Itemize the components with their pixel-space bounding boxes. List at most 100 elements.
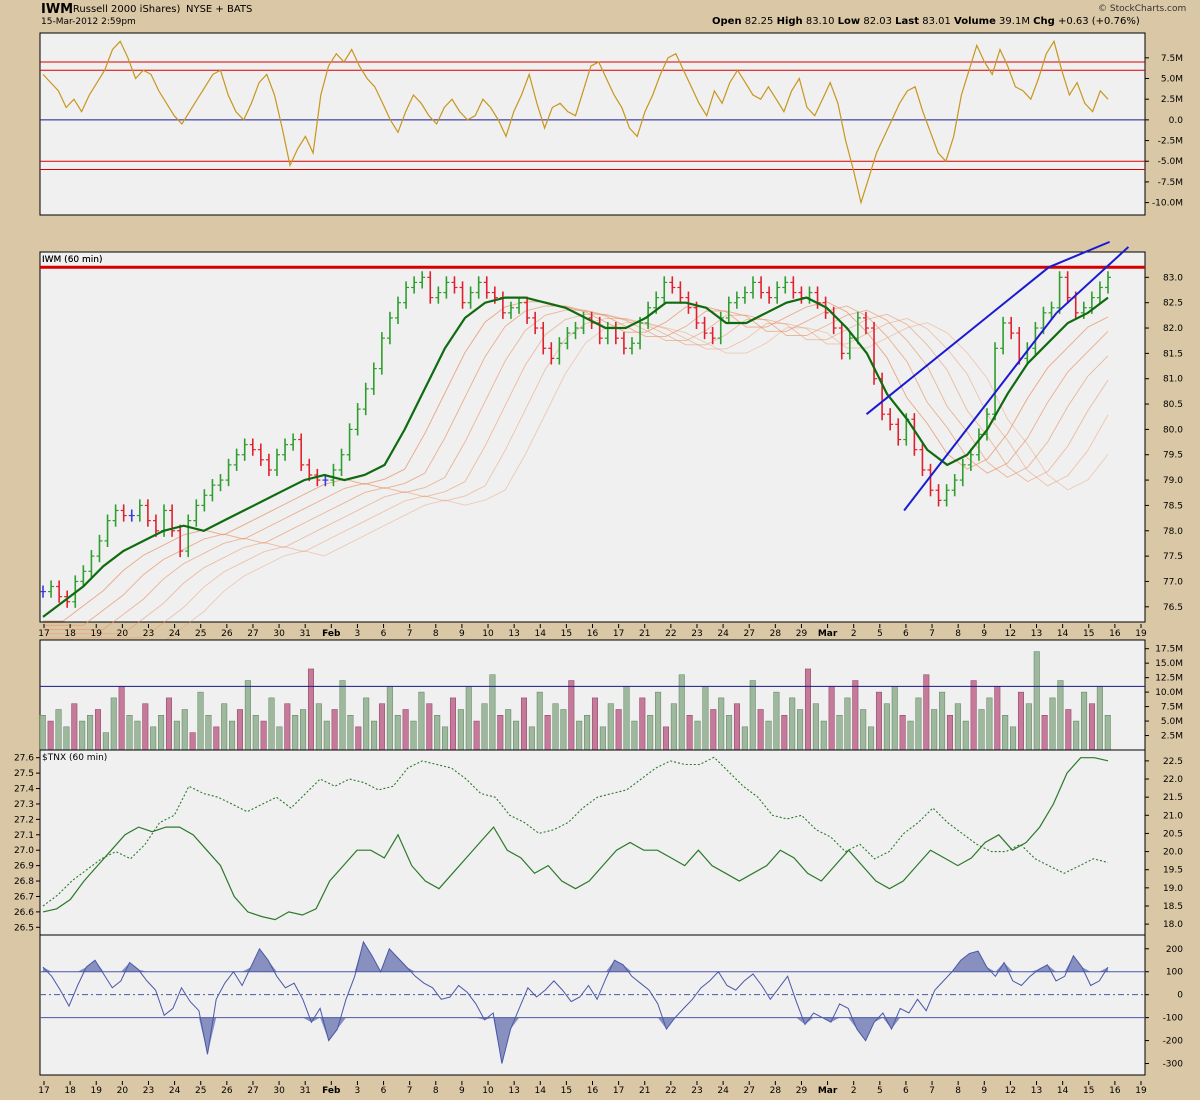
tnx-panel [39,749,1146,936]
cci-x-axis-label: 21 [639,1086,650,1096]
price-x-axis-label: 15 [1083,629,1094,639]
price-axis-tick-label: 81.5 [1163,349,1183,359]
volume-value: 39.1M [999,16,1030,27]
cci-x-axis-label: 18 [64,1086,76,1096]
volume-bar [591,697,598,751]
volume-bar [639,697,646,751]
volume-bar [994,686,1001,751]
trendline [1048,240,1111,269]
price-x-axis-label: 15 [561,629,572,639]
price-x-axis-label: 7 [929,629,935,639]
oscillator-axis-tick-label: 5.0M [1161,75,1183,85]
cci-x-axis-label: 5 [877,1086,883,1096]
volume-bar [513,720,520,751]
cci-axis-tick-label: -200 [1163,1037,1184,1047]
volume-bar [497,715,504,751]
volume-bar [189,732,196,751]
volume-bar [978,709,985,751]
cci-x-axis-label: 15 [1083,1086,1094,1096]
volume-axis-tick-label: 15.0M [1155,659,1183,669]
price-panel-title: IWM (60 min) [42,255,103,265]
volume-bar [820,720,827,751]
price-axis-tick-label: 77.0 [1163,577,1183,587]
price-x-axis-label: 14 [535,629,547,639]
volume-bar [1088,703,1095,751]
volume-bar [213,726,220,751]
ema-main-line [42,296,1109,618]
volume-bar [797,709,804,751]
tnx-left-tick-label: 27.6 [14,754,34,764]
volume-bar [1041,715,1048,751]
cci-x-axis-label: 24 [169,1086,181,1096]
cci-x-axis-label: 8 [433,1086,439,1096]
price-axis-tick-label: 77.5 [1163,552,1183,562]
chart-datetime: 15-Mar-2012 2:59pm [41,17,136,27]
tnx-left-tick-label: 27.5 [14,769,34,779]
volume-axis-tick-label: 5.0M [1161,717,1183,727]
price-x-axis-label: 3 [355,629,361,639]
tnx-left-tick-label: 26.7 [14,892,34,902]
volume-bar [694,720,701,751]
volume-bar [229,720,236,751]
volume-bar [907,720,914,751]
tnx-right-axis-tick-label: 22.0 [1163,775,1183,785]
low-label: Low [837,16,861,27]
price-x-axis-label: 20 [117,629,129,639]
volume-bar [828,686,835,751]
price-x-axis-label: 9 [981,629,987,639]
price-x-axis-label: Mar [818,629,838,639]
volume-bar [71,703,78,751]
volume-bar [94,709,101,751]
volume-bar [371,720,378,751]
cci-x-axis-label: 7 [407,1086,413,1096]
volume-bar [1057,680,1064,751]
volume-bar [584,715,591,751]
volume-bar [339,680,346,751]
volume-bar [970,680,977,751]
price-x-axis-label: 8 [433,629,439,639]
volume-bar [773,691,780,751]
volume-bar [875,691,882,751]
volume-bar [118,686,125,751]
volume-bar [331,709,338,751]
cci-x-axis-label: 15 [561,1086,572,1096]
price-x-axis-label: 13 [1031,629,1042,639]
volume-bar [1065,709,1072,751]
volume-bar [852,680,859,751]
volume-bar [883,703,890,751]
cci-x-axis-label: 28 [770,1086,782,1096]
cci-axis-tick-label: 200 [1166,945,1183,955]
price-x-axis-label: 8 [955,629,961,639]
volume-bar [615,709,622,751]
price-x-axis-label: 25 [195,629,206,639]
cci-x-axis-label: 7 [929,1086,935,1096]
cci-x-axis-label: 27 [743,1086,754,1096]
cci-x-axis-label: 2 [851,1086,857,1096]
volume-bar [718,697,725,751]
volume-bar [757,709,764,751]
ticker-name: (Russell 2000 iShares) [69,4,181,15]
tnx-right-axis-tick-label: 21.0 [1163,811,1183,821]
volume-bar [789,697,796,751]
cci-x-axis-label: 16 [587,1086,599,1096]
chg-value: +0.63 (+0.76%) [1057,16,1140,27]
volume-bar [647,715,654,751]
volume-bar [804,668,811,751]
cci-x-axis-label: 13 [1031,1086,1042,1096]
tnx-solid-line [42,757,1109,921]
trendline [865,266,1050,415]
volume-bar [165,697,172,751]
tnx-right-axis-tick-label: 18.0 [1163,920,1183,930]
volume-bar [63,726,70,751]
volume-bar [655,691,662,751]
volume-bar [378,703,385,751]
price-axis-tick-label: 80.0 [1163,425,1183,435]
cci-x-axis-label: 6 [903,1086,909,1096]
tnx-left-tick-label: 27.3 [14,800,34,810]
cci-line [42,940,1109,1064]
oscillator-axis-tick-label: 7.5M [1161,54,1183,64]
volume-bar [394,715,401,751]
oscillator-axis-tick-label: 2.5M [1161,95,1183,105]
volume-bar [110,697,117,751]
